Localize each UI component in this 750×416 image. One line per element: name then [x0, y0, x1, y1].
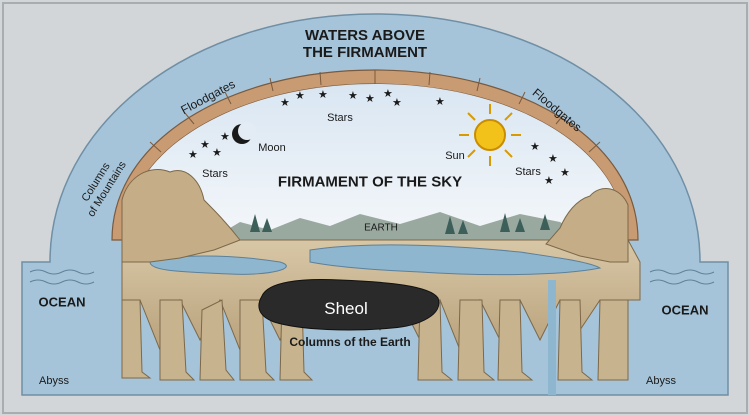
ocean-right-label: OCEAN: [661, 302, 709, 318]
lake-left: [149, 255, 287, 275]
sheol-pit: [258, 279, 440, 331]
firmament-brick-lines: [149, 70, 601, 153]
moon-label: Moon: [258, 142, 286, 154]
abyss-right-label: Abyss: [646, 375, 676, 387]
waters-above-line2: THE FIRMAMENT: [302, 44, 428, 61]
ocean-waves: [29, 269, 715, 285]
star-icon: ★: [560, 166, 570, 179]
star-icon: ★: [280, 96, 290, 109]
distant-hills: [210, 212, 590, 240]
star-icon: ★: [220, 130, 230, 143]
lake-center: [309, 244, 602, 276]
abyss-left-label: Abyss: [39, 375, 69, 387]
stars-right-label: Stars: [515, 166, 541, 178]
star-icon: ★: [212, 146, 222, 159]
stars-left-label: Stars: [202, 168, 228, 180]
star-icon: ★: [295, 89, 305, 102]
columns-of-earth-label: Columns of the Earth: [289, 335, 411, 349]
columns-of-the-earth: [121, 299, 629, 381]
sun-label: Sun: [445, 150, 465, 162]
stars-group: ★ ★ ★ ★ ★ ★ ★ ★ ★ ★ ★ ★ ★ ★ ★ ★: [188, 87, 570, 187]
ocean-left-label: OCEAN: [38, 294, 86, 310]
tree-line: [250, 213, 550, 234]
stars-top-label: Stars: [327, 112, 353, 124]
sun-icon: [459, 104, 521, 166]
moon-icon: [232, 122, 256, 144]
star-icon: ★: [188, 148, 198, 161]
star-icon: ★: [530, 140, 540, 153]
star-icon: ★: [318, 88, 328, 101]
star-icon: ★: [435, 95, 445, 108]
star-icon: ★: [200, 138, 210, 151]
star-icon: ★: [392, 96, 402, 109]
star-icon: ★: [365, 92, 375, 105]
earth-label: EARTH: [364, 222, 398, 234]
star-icon: ★: [383, 87, 393, 100]
mountains-left: [121, 169, 241, 263]
star-icon: ★: [548, 152, 558, 165]
sheol-label: Sheol: [324, 299, 368, 318]
star-icon: ★: [544, 174, 554, 187]
underground-channel: [548, 280, 556, 395]
firmament-label: FIRMAMENT OF THE SKY: [277, 173, 463, 191]
waters-above-line1: WATERS ABOVE: [304, 27, 425, 44]
star-icon: ★: [348, 89, 358, 102]
mountains-right: [545, 188, 629, 263]
waters-above-label: WATERS ABOVE THE FIRMAMENT: [303, 27, 427, 61]
